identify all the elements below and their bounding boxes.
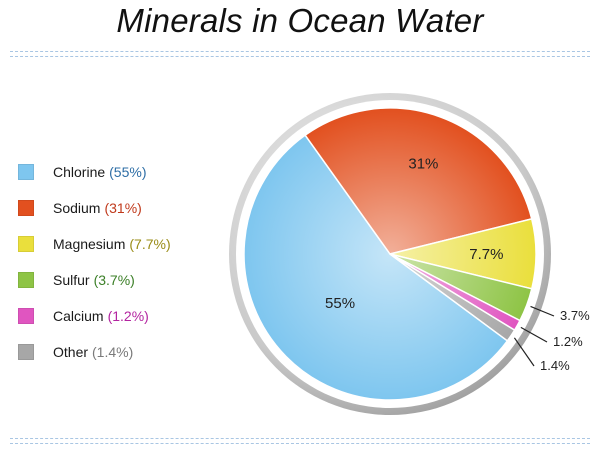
legend-percent-calcium: (1.2%) bbox=[107, 308, 149, 324]
title-divider-top bbox=[10, 51, 590, 52]
legend-label-sulfur: Sulfur bbox=[53, 272, 90, 288]
legend-item-chlorine: Chlorine (55%) bbox=[18, 154, 198, 190]
leader-line-other bbox=[513, 337, 535, 367]
leader-line-sulfur bbox=[530, 305, 555, 317]
legend-item-calcium: Calcium (1.2%) bbox=[18, 298, 198, 334]
legend-label-sodium: Sodium bbox=[53, 200, 101, 216]
legend-swatch-sulfur bbox=[18, 272, 34, 288]
legend-swatch-magnesium bbox=[18, 236, 34, 252]
legend-item-sodium: Sodium (31%) bbox=[18, 190, 198, 226]
footer-divider-top bbox=[10, 438, 590, 439]
slice-label-other: 1.4% bbox=[540, 358, 570, 373]
legend-label-magnesium: Magnesium bbox=[53, 236, 126, 252]
pie-slice-sheen-sodium bbox=[305, 107, 532, 255]
legend-item-sulfur: Sulfur (3.7%) bbox=[18, 262, 198, 298]
pie-slice-sheen-chlorine bbox=[243, 135, 508, 401]
slice-label-sulfur: 3.7% bbox=[560, 308, 590, 323]
chart-title: Minerals in Ocean Water bbox=[116, 2, 484, 39]
legend-percent-other: (1.4%) bbox=[92, 344, 134, 360]
slice-label-chlorine: 55% bbox=[325, 295, 355, 312]
slice-label-magnesium: 7.7% bbox=[469, 246, 503, 263]
slice-label-calcium: 1.2% bbox=[553, 334, 583, 349]
pie-labels: 55% 31% 7.7% 3.7% 1.2% 1.4% bbox=[325, 156, 590, 373]
legend-item-other: Other (1.4%) bbox=[18, 334, 198, 370]
legend-percent-sodium: (31%) bbox=[104, 200, 142, 216]
footer-divider-bottom bbox=[10, 443, 590, 444]
legend-label-other: Other bbox=[53, 344, 89, 360]
title-divider-bottom bbox=[10, 56, 590, 57]
legend: Chlorine (55%) Sodium (31%) Magnesium (7… bbox=[18, 154, 198, 370]
legend-item-magnesium: Magnesium (7.7%) bbox=[18, 226, 198, 262]
pie-slice-sheen-magnesium bbox=[390, 218, 536, 289]
legend-percent-sulfur: (3.7%) bbox=[93, 272, 135, 288]
slice-label-sodium: 31% bbox=[408, 156, 438, 173]
legend-swatch-calcium bbox=[18, 308, 34, 324]
legend-label-calcium: Calcium bbox=[53, 308, 104, 324]
legend-swatch-sodium bbox=[18, 200, 34, 216]
legend-label-chlorine: Chlorine bbox=[53, 164, 106, 180]
leader-line-calcium bbox=[520, 326, 548, 343]
pie-slice-sheen-other bbox=[390, 254, 515, 341]
legend-swatch-other bbox=[18, 344, 34, 360]
pie-slice-sheen-sulfur bbox=[390, 254, 532, 321]
pie-slices bbox=[243, 107, 537, 401]
legend-percent-chlorine: (55%) bbox=[109, 164, 147, 180]
legend-swatch-chlorine bbox=[18, 164, 34, 180]
legend-percent-magnesium: (7.7%) bbox=[129, 236, 171, 252]
